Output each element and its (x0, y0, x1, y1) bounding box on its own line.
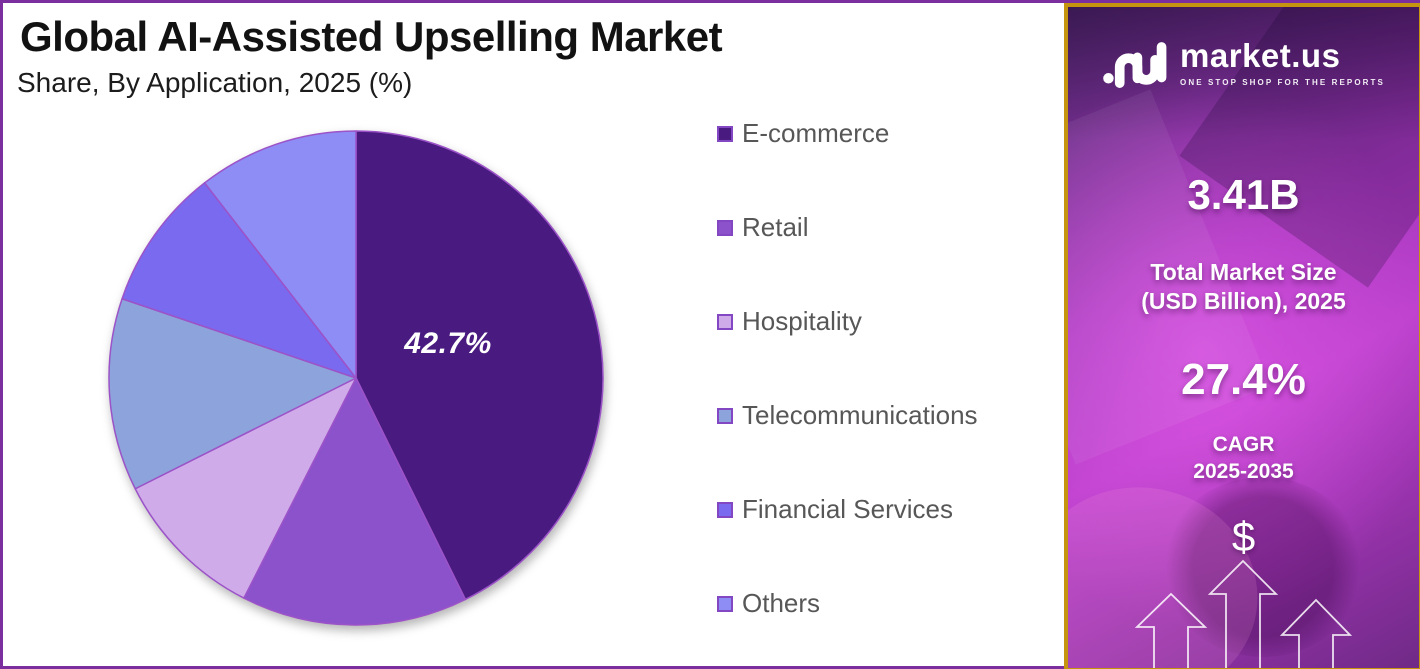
legend-swatch-e-commerce (717, 125, 733, 142)
chart-title: Global AI-Assisted Upselling Market (20, 13, 723, 60)
pie-slice-retail (243, 377, 467, 626)
logo-tagline: ONE STOP SHOP FOR THE REPORTS (1180, 77, 1385, 87)
pie-slice-others (203, 130, 357, 379)
side-panel: market.us ONE STOP SHOP FOR THE REPORTS … (1064, 3, 1420, 669)
legend: E-commerce Retail Hospitality Telecommun… (717, 118, 978, 618)
cagr-label-line1: CAGR (1212, 433, 1275, 456)
cagr-label: CAGR 2025-2035 (1068, 431, 1419, 486)
market-size-label-line1: Total Market Size (1150, 259, 1337, 285)
legend-item-others: Others (717, 588, 978, 618)
pie-slice-telecommunications (108, 297, 357, 490)
growth-arrow-left (1134, 592, 1208, 668)
legend-item-retail: Retail (717, 212, 978, 242)
market-size-value: 3.41B (1187, 171, 1300, 218)
legend-label: E-commerce (742, 118, 890, 148)
pie-slice-hospitality (134, 377, 357, 599)
market-size-label-line2: (USD Billion), 2025 (1141, 288, 1346, 315)
market-size-label: Total Market Size (USD Billion), 2025 (1068, 258, 1419, 316)
legend-item-e-commerce: E-commerce (717, 118, 978, 148)
legend-label: Others (742, 588, 821, 618)
pie-slice-label: 42.7% (404, 327, 492, 360)
legend-item-telecommunications: Telecommunications (717, 400, 978, 430)
legend-label: Telecommunications (742, 400, 978, 430)
growth-arrow-right (1279, 598, 1353, 668)
legend-swatch-telecommunications (717, 407, 733, 424)
marketus-logo-icon (1103, 42, 1167, 88)
growth-arrows-icon (1134, 559, 1353, 668)
legend-swatch-others (717, 595, 733, 612)
logo-brand: market.us (1180, 37, 1341, 75)
pie-chart (108, 130, 604, 626)
legend-item-financial-services: Financial Services (717, 494, 978, 524)
chart-subtitle: Share, By Application, 2025 (%) (17, 67, 413, 98)
legend-swatch-retail (717, 219, 733, 236)
legend-label: Financial Services (742, 494, 953, 524)
legend-label: Retail (742, 212, 809, 242)
growth-arrow-middle (1207, 559, 1279, 668)
legend-swatch-financial-services (717, 501, 733, 518)
pie-slice-financial-services (121, 182, 357, 379)
cagr-label-line2: 2025-2035 (1193, 460, 1294, 484)
legend-label: Hospitality (742, 306, 862, 336)
legend-item-hospitality: Hospitality (717, 306, 978, 336)
legend-swatch-hospitality (717, 313, 733, 330)
cagr-value: 27.4% (1181, 355, 1306, 404)
marketus-logo: market.us ONE STOP SHOP FOR THE REPORTS (1068, 35, 1419, 91)
dollar-icon: $ (1231, 513, 1256, 560)
pie-slice-e-commerce (355, 130, 604, 601)
